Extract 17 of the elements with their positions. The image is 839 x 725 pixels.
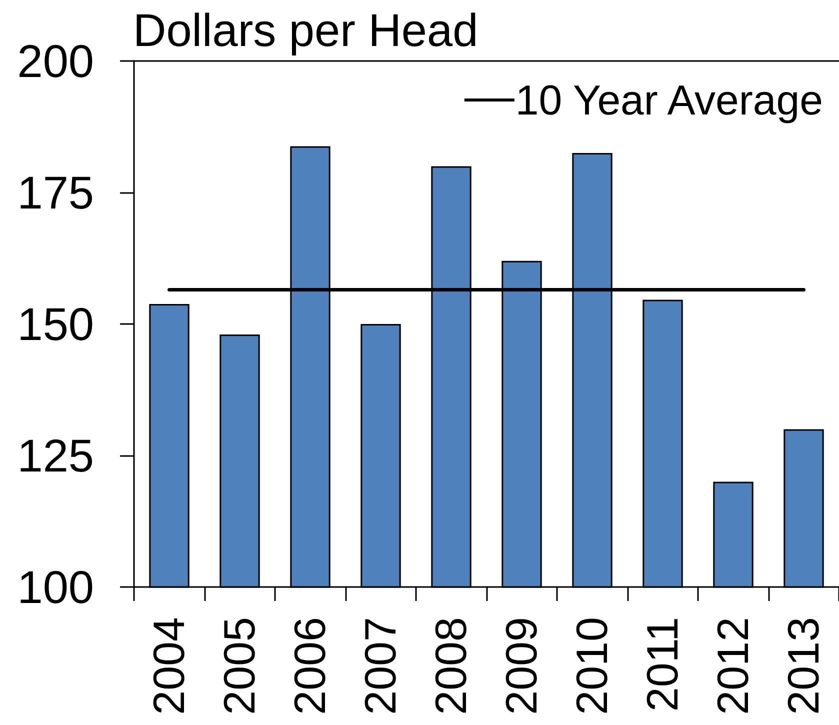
- legend-label: 10 Year Average: [515, 76, 823, 124]
- x-tick-label: 2012: [708, 617, 758, 715]
- chart-title: Dollars per Head: [133, 4, 478, 56]
- y-tick-label: 100: [17, 561, 94, 613]
- x-tick-label: 2010: [568, 617, 617, 715]
- x-tick-label: 2013: [779, 617, 828, 715]
- x-tick-label: 2006: [286, 617, 335, 715]
- x-tick-label: 2008: [426, 617, 476, 715]
- y-tick-label: 200: [17, 35, 94, 87]
- y-tick-label: 150: [17, 298, 94, 350]
- x-tick-label: 2011: [638, 617, 688, 712]
- x-tick-label: 2004: [144, 617, 194, 715]
- y-tick-label: 175: [17, 166, 94, 218]
- y-tick-label: 125: [17, 430, 94, 482]
- x-tick-label: 2005: [215, 617, 264, 715]
- x-tick-label: 2007: [356, 617, 406, 715]
- x-tick-label: 2009: [497, 617, 546, 715]
